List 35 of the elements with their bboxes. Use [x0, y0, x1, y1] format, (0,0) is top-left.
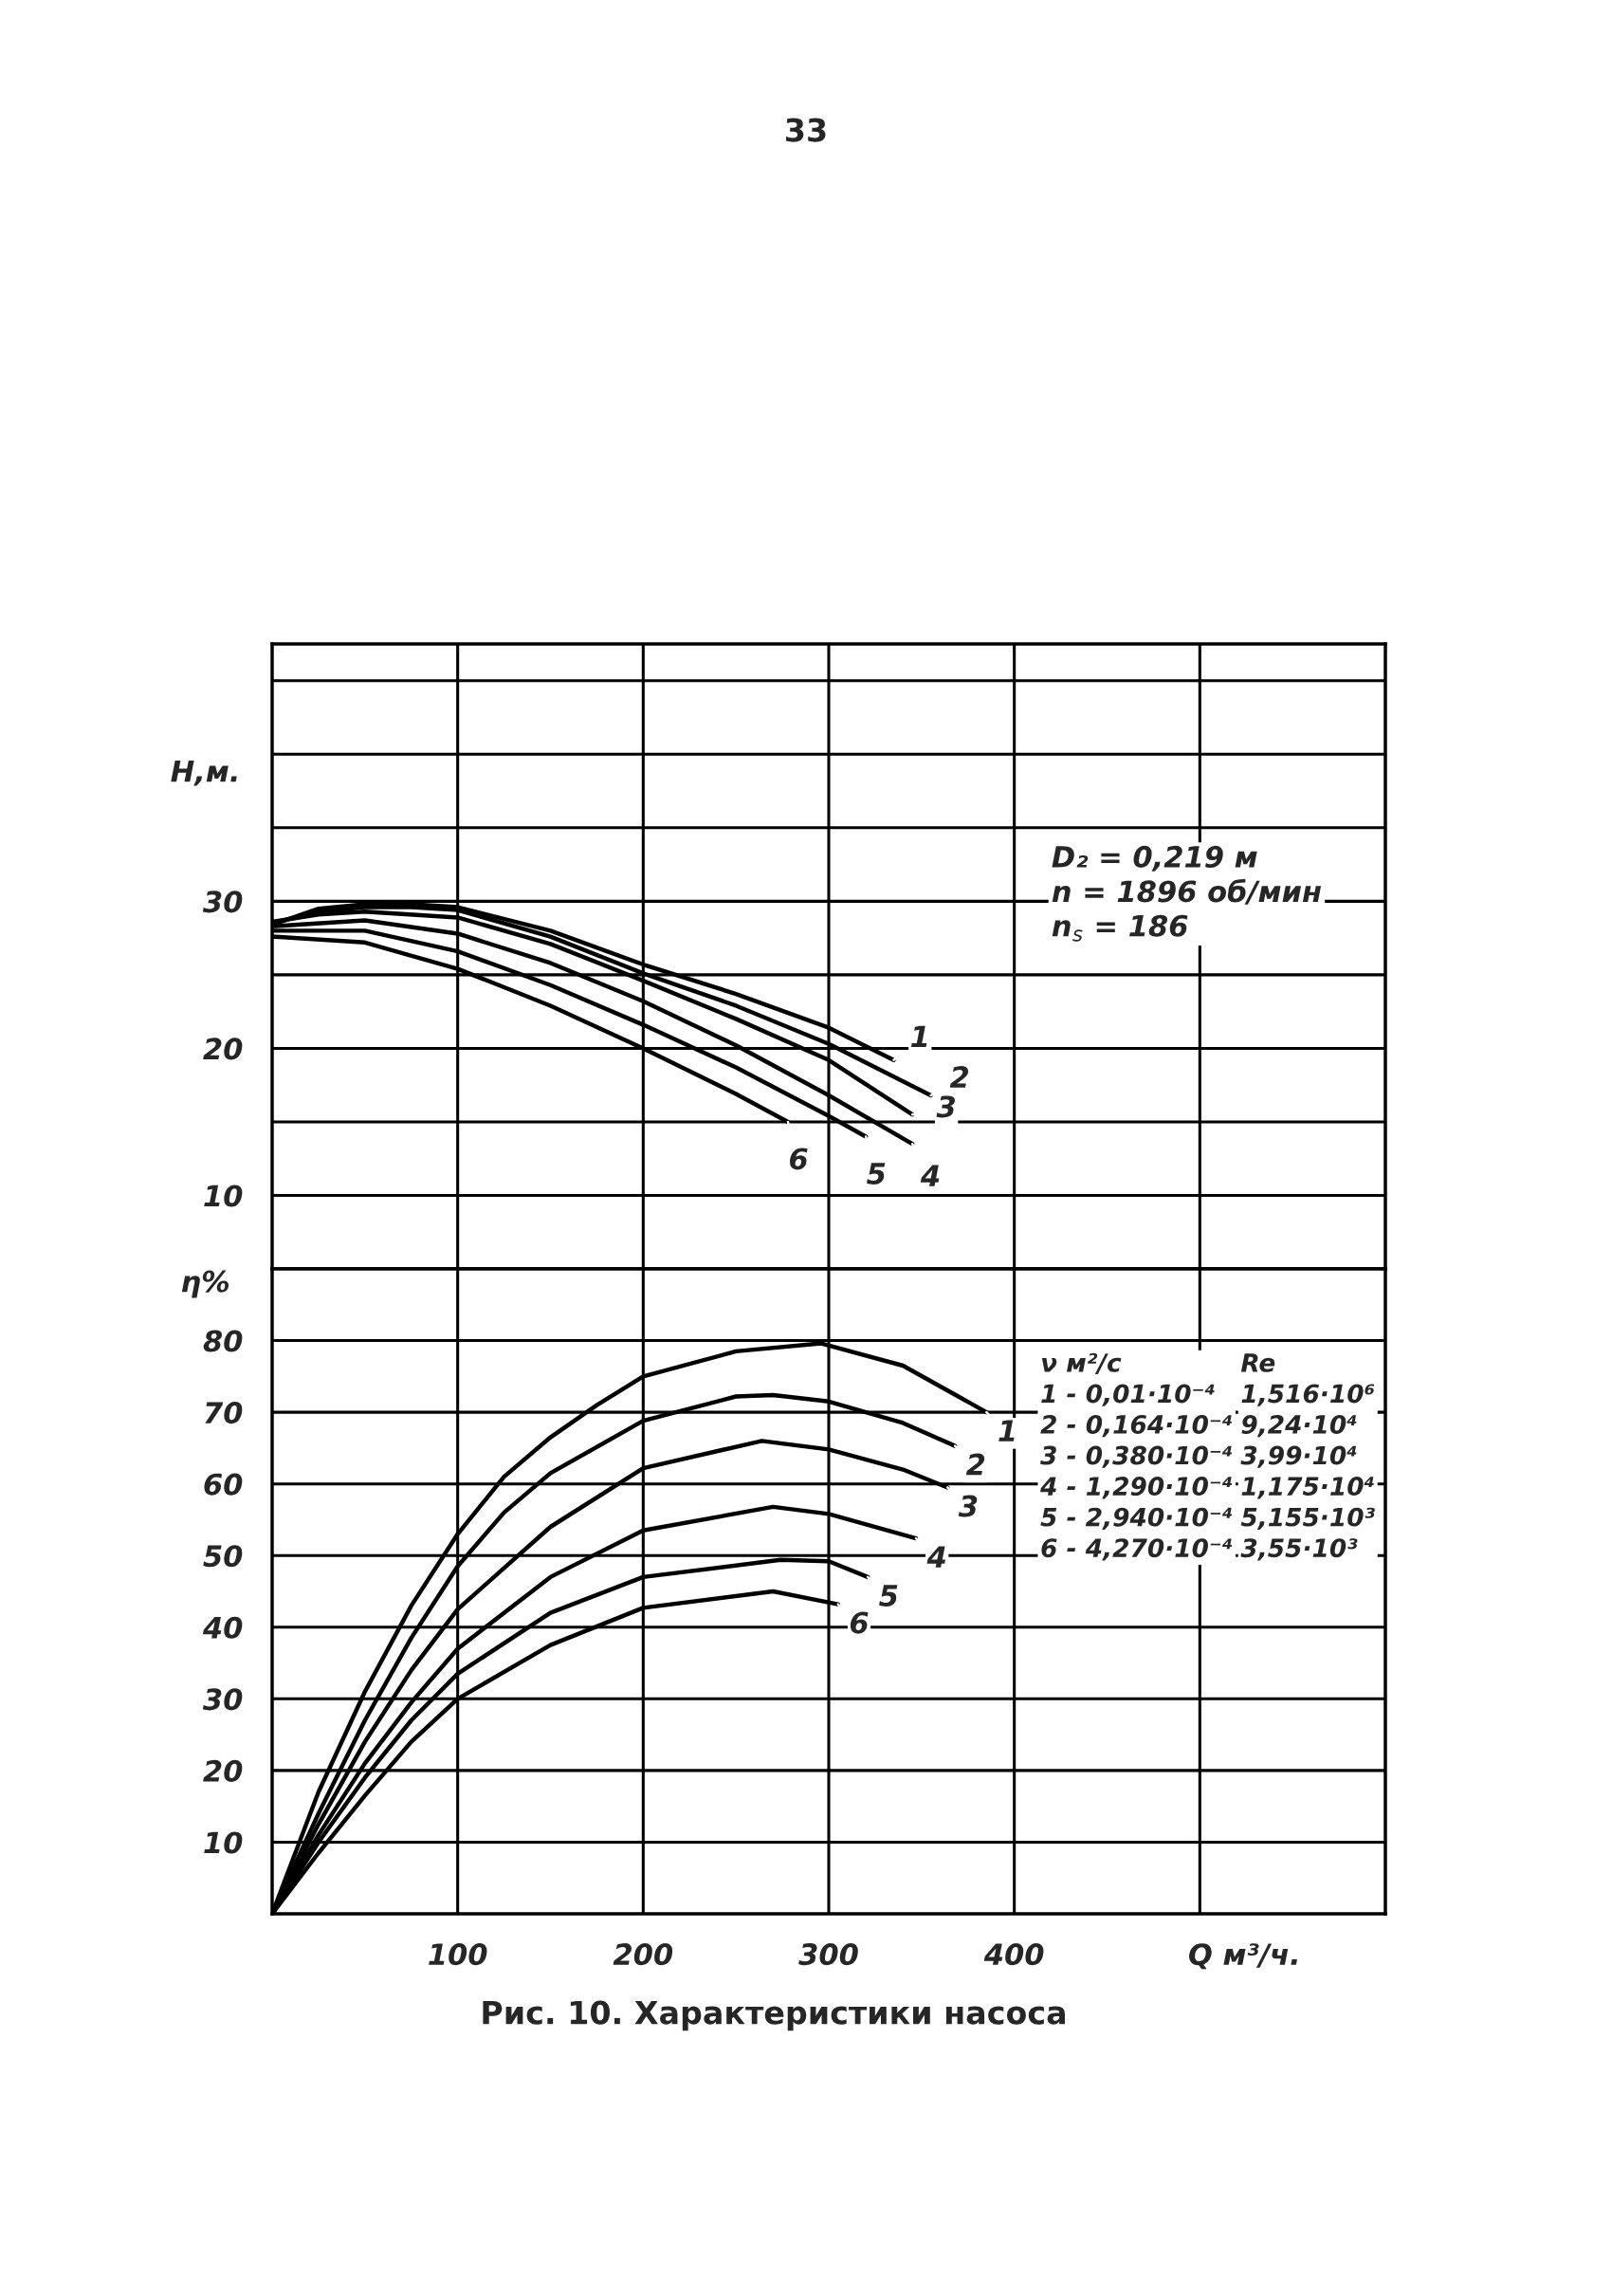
x-tick-label: 100: [429, 1943, 487, 1966]
x-tick-label: 300: [798, 1943, 858, 1966]
y-tick-label: 20: [203, 1759, 243, 1782]
annotation: 2: [949, 1066, 969, 1088]
y-tick-label: 10: [204, 1185, 243, 1207]
y-axis-title: Н,м.: [171, 760, 237, 786]
annotation: ν м²/с 1 - 0,01·10⁻⁴ 2 - 0,164·10⁻⁴ 3 - 0,380·10⁻⁴ 4 - 1,290·10⁻⁴ 5 - 2,940·10⁻⁴ 6 - 4,270·10⁻⁴: [1040, 1352, 1233, 1561]
y-tick-label: 60: [204, 1473, 243, 1496]
annotation: 3: [936, 1095, 955, 1118]
y-tick-label: 30: [202, 891, 243, 913]
y-tick-label: 10: [204, 1831, 243, 1854]
annotation: 1: [998, 1420, 1015, 1442]
annotation: 4: [926, 1546, 945, 1568]
y-tick-label: 20: [203, 1038, 243, 1060]
annotation: 6: [850, 1611, 869, 1634]
annotation: 2: [965, 1453, 985, 1476]
text: 33: [786, 118, 826, 142]
annotation: 1: [910, 1025, 927, 1048]
y-tick-label: 40: [202, 1616, 243, 1639]
x-tick-label: 200: [613, 1943, 673, 1966]
y-tick-label: 80: [203, 1330, 243, 1352]
annotation: 6: [789, 1148, 808, 1170]
x-axis-title: Q м³/ч.: [1189, 1943, 1297, 1970]
text: Рис. 10. Характеристики насоса: [483, 2000, 1065, 2031]
y-axis-title: η%: [181, 1270, 229, 1298]
y-tick-label: 70: [205, 1402, 243, 1424]
y-tick-label: 30: [202, 1688, 243, 1711]
annotation: 5: [879, 1585, 898, 1607]
annotation: 4: [920, 1165, 940, 1186]
annotation: D₂ = 0,219 м n = 1896 об/мин n$_{s}$ = 186: [1052, 845, 1322, 942]
annotation: Re 1,516·10⁶ 9,24·10⁴ 3,99·10⁴ 1,175·10⁴ 5,155·10³ 3,55·10³: [1240, 1353, 1375, 1561]
annotation: 3: [958, 1495, 978, 1517]
annotation: 5: [867, 1163, 886, 1185]
y-tick-label: 50: [203, 1545, 243, 1568]
x-tick-label: 400: [983, 1943, 1044, 1966]
